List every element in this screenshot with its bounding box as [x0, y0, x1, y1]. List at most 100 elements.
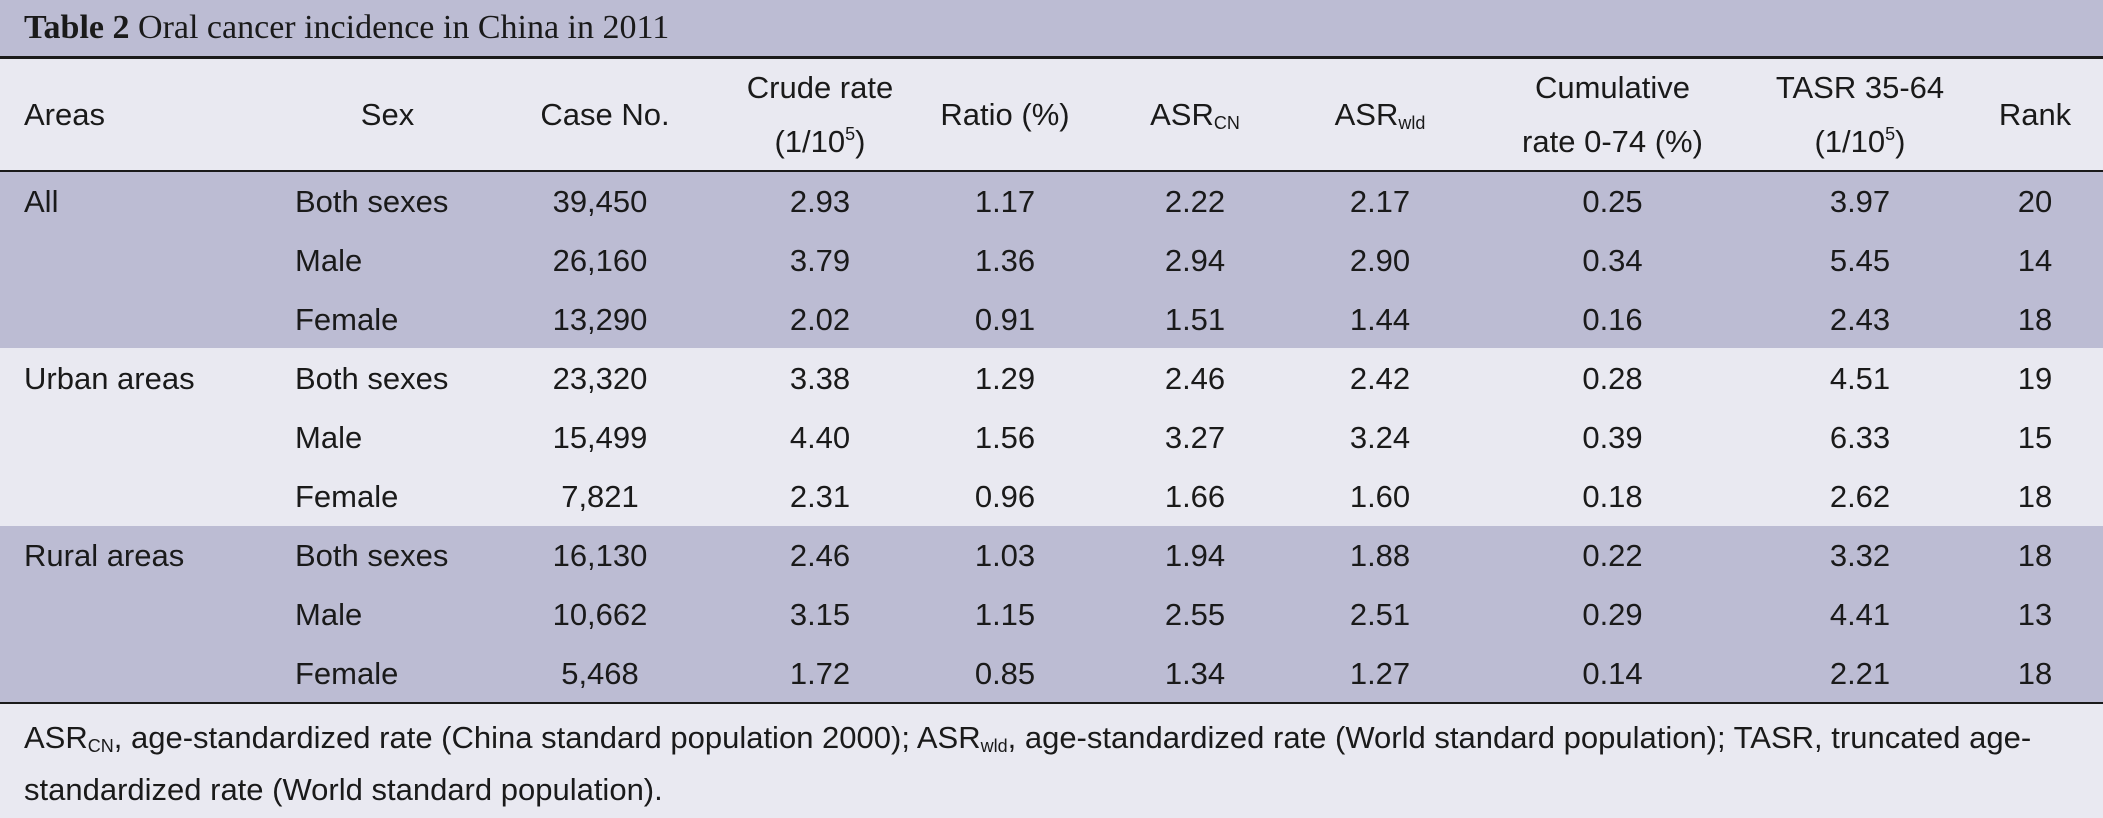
cell-asr-cn: 2.94	[1164, 243, 1226, 278]
footnote-asr-cn-sub: CN	[87, 736, 114, 756]
cell-cases: 5,468	[561, 656, 639, 691]
header-sex-label: Sex	[360, 96, 415, 132]
cell-tasr: 4.41	[1829, 597, 1891, 632]
asr-wld-sub: wld	[1398, 112, 1426, 133]
header-tasr-label: TASR 35-64	[1775, 69, 1945, 105]
header-cumulative-line2: rate 0-74 (%)	[1522, 123, 1703, 159]
cell-rank: 18	[2017, 302, 2053, 337]
cell-ratio: 1.56	[974, 420, 1036, 455]
cell-sex: Female	[295, 479, 399, 514]
group-band-all	[0, 172, 2103, 348]
table-bottom-rule	[0, 702, 2103, 704]
table-footnote: ASRCN, age-standardized rate (China stan…	[24, 712, 2084, 816]
cell-area: Urban areas	[24, 361, 195, 396]
cell-tasr: 2.43	[1829, 302, 1891, 337]
header-crude-rate-label: Crude rate	[746, 69, 894, 105]
cell-sex: Both sexes	[295, 184, 449, 219]
cell-crude-rate: 3.38	[789, 361, 851, 396]
cell-tasr: 2.62	[1829, 479, 1891, 514]
cell-asr-wld: 2.90	[1349, 243, 1411, 278]
cell-sex: Female	[295, 302, 399, 337]
cell-ratio: 0.96	[974, 479, 1036, 514]
tasr-unit-exp: 5	[1885, 123, 1896, 144]
cell-asr-wld: 1.44	[1349, 302, 1411, 337]
cell-asr-cn: 1.94	[1164, 538, 1226, 573]
cell-cumulative: 0.39	[1582, 420, 1643, 455]
header-asr-cn-label: ASRCN	[1150, 88, 1240, 142]
cell-crude-rate: 2.02	[789, 302, 851, 337]
cell-tasr: 4.51	[1829, 361, 1891, 396]
cell-ratio: 1.29	[974, 361, 1036, 396]
cell-rank: 14	[2017, 243, 2053, 278]
header-rank-label: Rank	[1998, 96, 2072, 132]
cell-asr-wld: 3.24	[1349, 420, 1411, 455]
cell-crude-rate: 2.31	[789, 479, 851, 514]
cell-cases: 26,160	[552, 243, 648, 278]
cell-asr-cn: 1.51	[1164, 302, 1226, 337]
cell-rank: 15	[2017, 420, 2053, 455]
cell-asr-cn: 1.34	[1164, 656, 1226, 691]
cell-area	[24, 644, 264, 703]
cell-rank: 18	[2017, 538, 2053, 573]
header-crude-rate-unit: (1/105)	[747, 115, 893, 169]
cell-cases: 39,450	[552, 184, 648, 219]
cell-ratio: 1.17	[974, 184, 1036, 219]
cell-cumulative: 0.14	[1582, 656, 1643, 691]
header-areas-label: Areas	[24, 96, 105, 132]
tasr-unit-base: (1/10	[1814, 123, 1886, 159]
cell-tasr: 6.33	[1829, 420, 1891, 455]
cell-crude-rate: 4.40	[789, 420, 851, 455]
cell-rank: 20	[2017, 184, 2053, 219]
header-case-no-label: Case No.	[540, 96, 670, 132]
cell-area	[24, 231, 264, 290]
header-crude-rate: Crude rate (1/105)	[720, 59, 920, 170]
header-asr-cn: ASRCN	[1100, 59, 1290, 170]
table-title: Oral cancer incidence in China in 2011	[129, 9, 670, 46]
cell-cumulative: 0.28	[1582, 361, 1643, 396]
header-case-no: Case No.	[510, 59, 700, 170]
cell-ratio: 1.15	[974, 597, 1036, 632]
cell-rank: 18	[2017, 656, 2053, 691]
header-cumulative-line1: Cumulative	[1534, 69, 1691, 105]
cell-area: All	[24, 184, 59, 219]
header-asr-wld: ASRwld	[1290, 59, 1470, 170]
cell-cases: 13,290	[552, 302, 648, 337]
cell-tasr: 3.32	[1829, 538, 1891, 573]
cell-asr-cn: 2.46	[1164, 361, 1226, 396]
asr-wld-base: ASR	[1334, 96, 1399, 132]
group-band-urban	[0, 348, 2103, 524]
crude-unit-base: (1/10	[774, 123, 846, 159]
cell-sex: Both sexes	[295, 361, 449, 396]
footnote-asr-wld-sub: wld	[980, 736, 1008, 756]
cell-cumulative: 0.18	[1582, 479, 1643, 514]
cell-rank: 19	[2017, 361, 2053, 396]
cell-tasr: 2.21	[1829, 656, 1891, 691]
header-ratio: Ratio (%)	[920, 59, 1090, 170]
cell-cases: 10,662	[552, 597, 648, 632]
cell-sex: Male	[295, 597, 363, 632]
asr-cn-sub: CN	[1213, 112, 1240, 133]
cell-area: Rural areas	[24, 538, 185, 573]
cell-asr-wld: 2.17	[1349, 184, 1411, 219]
cell-asr-cn: 2.22	[1164, 184, 1226, 219]
cell-sex: Male	[295, 243, 363, 278]
cell-sex: Male	[295, 420, 363, 455]
cell-cumulative: 0.16	[1582, 302, 1643, 337]
cell-asr-cn: 2.55	[1164, 597, 1226, 632]
cell-cases: 7,821	[561, 479, 639, 514]
cell-asr-wld: 1.27	[1349, 656, 1411, 691]
cell-tasr: 3.97	[1829, 184, 1891, 219]
header-asr-wld-label: ASRwld	[1335, 88, 1426, 142]
cell-crude-rate: 3.79	[789, 243, 851, 278]
header-areas: Areas	[24, 59, 264, 170]
table-caption: Table 2 Oral cancer incidence in China i…	[0, 0, 2103, 59]
cell-area	[24, 467, 264, 526]
asr-cn-base: ASR	[1150, 96, 1214, 132]
crude-unit-exp: 5	[845, 123, 856, 144]
tasr-unit-close: )	[1895, 123, 1906, 159]
group-band-rural	[0, 526, 2103, 702]
cell-asr-cn: 3.27	[1164, 420, 1226, 455]
table-label: Table 2	[24, 9, 130, 46]
cell-sex: Both sexes	[295, 538, 449, 573]
cell-crude-rate: 2.93	[789, 184, 851, 219]
